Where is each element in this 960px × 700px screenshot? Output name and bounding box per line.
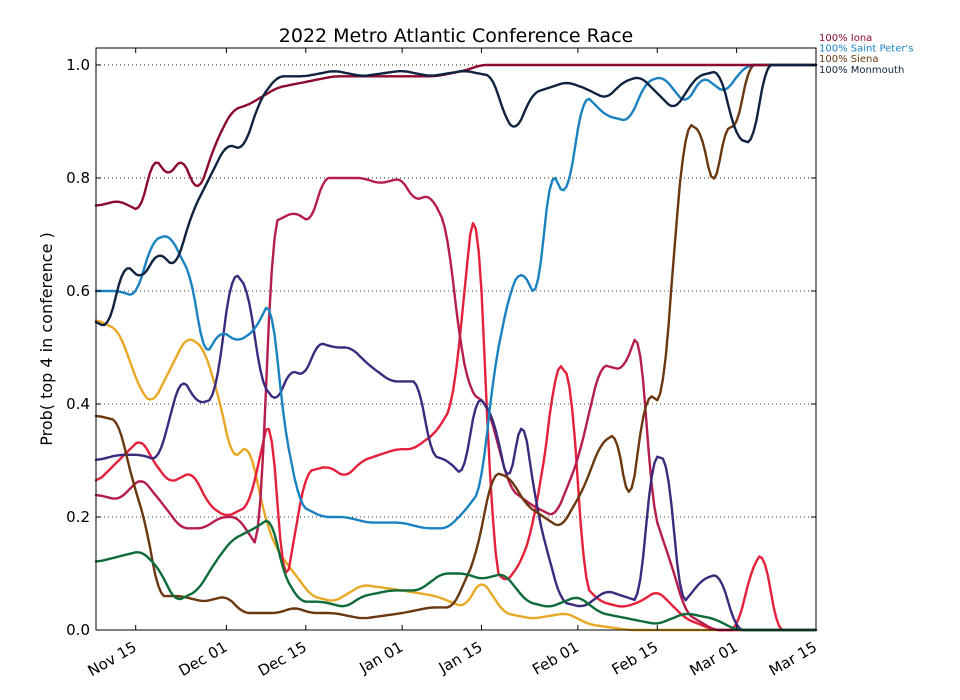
legend-entry-2: 100% Siena xyxy=(819,54,879,65)
series-lines xyxy=(94,63,818,632)
y-tick-label-0: 0.0 xyxy=(66,621,90,639)
x-tick-label-6: Feb 15 xyxy=(609,638,662,679)
series-line-3 xyxy=(94,274,818,632)
x-tick-label-3: Jan 01 xyxy=(356,638,407,678)
x-tick-label-0: Nov 15 xyxy=(85,638,140,680)
x-tick-label-2: Dec 15 xyxy=(255,638,310,680)
y-axis-label: Prob( top 4 in conference ) xyxy=(37,232,56,446)
x-axis-ticks: Nov 15 Dec 01 Dec 15 Jan 01 Jan 15 Feb 01 Feb … xyxy=(85,48,820,680)
legend-entry-3: 100% Monmouth xyxy=(819,65,904,76)
series-line-6 xyxy=(94,63,818,530)
x-tick-label-8: Mar 15 xyxy=(766,638,820,680)
legend-entry-1: 100% Saint Peter's xyxy=(819,44,913,55)
x-tick-label-1: Dec 01 xyxy=(176,638,231,680)
x-tick-label-4: Jan 15 xyxy=(435,638,486,678)
x-tick-label-7: Mar 01 xyxy=(686,638,740,680)
grid-lines xyxy=(96,64,816,631)
series-line-8 xyxy=(94,63,818,327)
y-tick-label-2: 0.4 xyxy=(66,395,90,413)
series-line-2 xyxy=(94,176,818,632)
x-tick-label-5: Feb 01 xyxy=(529,638,582,679)
legend-entry-0: 100% Iona xyxy=(819,33,872,44)
y-tick-label-4: 0.8 xyxy=(66,169,90,187)
chart-title: 2022 Metro Atlantic Conference Race xyxy=(279,25,633,47)
series-line-4 xyxy=(94,63,818,620)
plot-frame xyxy=(95,47,817,631)
y-tick-label-3: 0.6 xyxy=(66,282,90,300)
series-line-5 xyxy=(94,519,818,632)
series-line-1 xyxy=(94,222,818,632)
y-tick-label-1: 0.2 xyxy=(66,508,90,526)
y-tick-label-5: 1.0 xyxy=(66,56,90,74)
y-axis-ticks: 0.0 0.2 0.4 0.6 0.8 1.0 xyxy=(66,56,816,639)
